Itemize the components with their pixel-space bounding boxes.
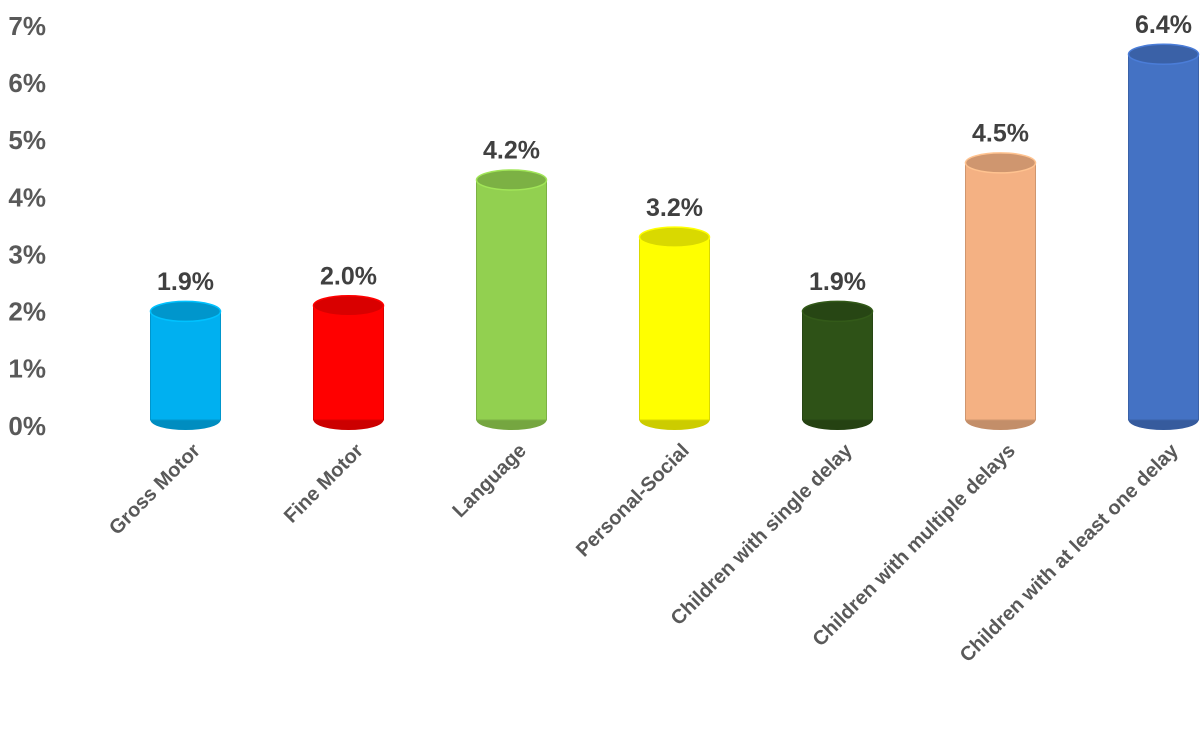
y-tick-label: 4%	[8, 182, 46, 212]
bar	[476, 179, 547, 421]
bar-top	[638, 226, 711, 248]
y-tick-label: 2%	[8, 297, 46, 327]
bar	[802, 310, 873, 421]
x-tick-label: Personal-Social	[572, 440, 694, 562]
value-label: 3.2%	[646, 194, 703, 222]
y-tick-label: 1%	[8, 354, 46, 384]
value-label: 4.5%	[972, 119, 1029, 147]
bar-top	[312, 294, 385, 317]
bar	[639, 236, 710, 421]
value-label: 4.2%	[483, 137, 540, 165]
bar	[1128, 53, 1199, 421]
bar-top	[1127, 43, 1200, 66]
y-tick-label: 7%	[8, 11, 46, 41]
bar-top	[964, 152, 1037, 174]
y-tick-label: 3%	[8, 239, 46, 269]
bar	[965, 162, 1036, 421]
bar-top	[801, 300, 874, 323]
y-tick-label: 5%	[8, 125, 46, 155]
x-tick-label: Fine Motor	[280, 440, 368, 528]
bar	[313, 305, 384, 421]
value-label: 6.4%	[1135, 11, 1192, 39]
x-tick-label: Language	[448, 440, 530, 522]
bar-top	[475, 169, 548, 191]
bar	[150, 310, 221, 421]
x-tick-label: Gross Motor	[105, 440, 205, 540]
y-tick-label: 0%	[8, 411, 46, 441]
value-label: 1.9%	[157, 268, 214, 296]
bar-top	[149, 300, 222, 323]
y-tick-label: 6%	[8, 68, 46, 98]
value-label: 1.9%	[809, 268, 866, 296]
x-tick-label: Children with single delay	[667, 439, 858, 630]
value-label: 2.0%	[320, 262, 377, 290]
